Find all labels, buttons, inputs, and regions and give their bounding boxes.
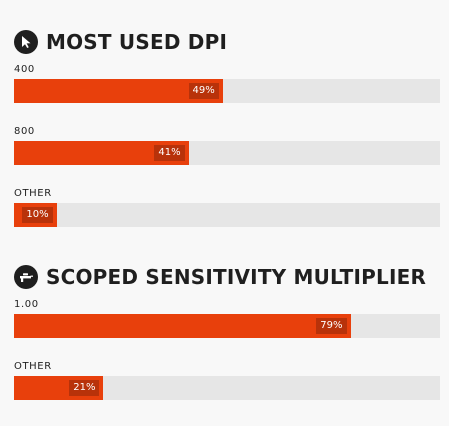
dpi-stat-bar-fill: 41% (14, 141, 189, 165)
dpi-stat-bar-track: 49% (14, 79, 440, 103)
scoped-stat-row: OTHER 21% (14, 360, 440, 400)
dpi-stat-row: 800 41% (14, 125, 440, 165)
dpi-section: MOST USED DPI 400 49% 800 41% OTHER 10% (14, 28, 440, 227)
scoped-stat-label: 1.00 (14, 299, 39, 310)
dpi-stat-row: 400 49% (14, 63, 440, 103)
dpi-stat-bar-fill: 49% (14, 79, 223, 103)
dpi-stat-row: OTHER 10% (14, 187, 440, 227)
dpi-stat-bar-track: 41% (14, 141, 440, 165)
scoped-stat-row: 1.00 79% (14, 298, 440, 338)
dpi-section-title: MOST USED DPI (46, 30, 228, 54)
scoped-sensitivity-section: SCOPED SENSITIVITY MULTIPLIER 1.00 79% O… (14, 263, 440, 400)
dpi-stat-value-badge: 41% (154, 145, 185, 161)
scope-rifle-icon (14, 265, 38, 289)
scoped-stat-value-badge: 79% (316, 318, 347, 334)
dpi-stat-bar-fill: 10% (14, 203, 57, 227)
dpi-stat-label: 800 (14, 126, 35, 137)
scoped-stat-bar-track: 79% (14, 314, 440, 338)
scoped-sensitivity-section-header: SCOPED SENSITIVITY MULTIPLIER (14, 263, 440, 291)
mouse-pointer-icon (14, 30, 38, 54)
scoped-stat-bar-fill: 79% (14, 314, 351, 338)
scoped-stat-bar-track: 21% (14, 376, 440, 400)
scoped-stat-label: OTHER (14, 361, 52, 372)
dpi-stat-bar-track: 10% (14, 203, 440, 227)
dpi-stat-label: OTHER (14, 188, 52, 199)
dpi-section-header: MOST USED DPI (14, 28, 440, 56)
scoped-stat-bar-fill: 21% (14, 376, 104, 400)
dpi-stat-value-badge: 49% (188, 83, 219, 99)
dpi-stat-label: 400 (14, 64, 35, 75)
scoped-stat-value-badge: 21% (69, 380, 100, 396)
scoped-sensitivity-section-title: SCOPED SENSITIVITY MULTIPLIER (46, 265, 427, 289)
dpi-stat-value-badge: 10% (22, 207, 53, 223)
